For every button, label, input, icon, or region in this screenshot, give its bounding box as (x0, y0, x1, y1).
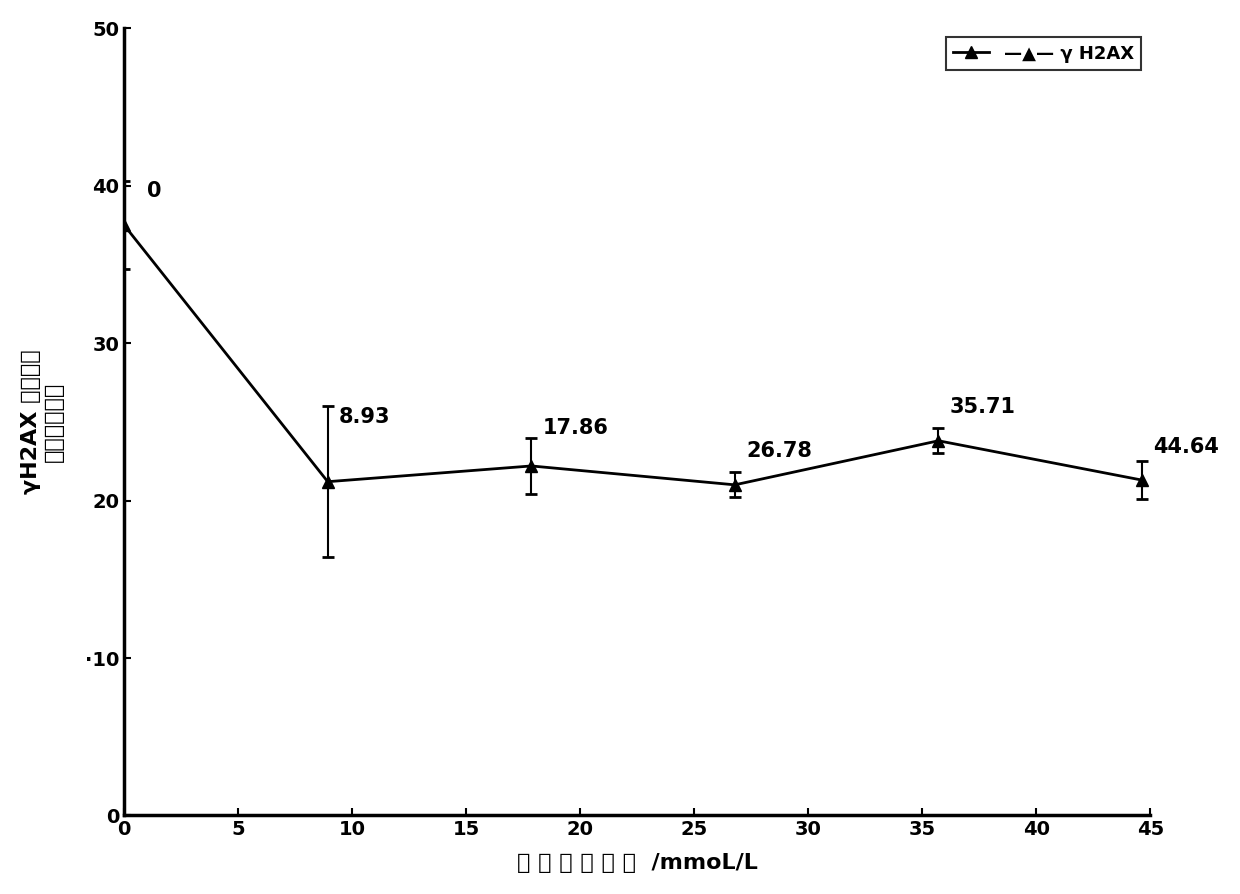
Text: 44.64: 44.64 (1153, 436, 1219, 457)
Text: 26.78: 26.78 (746, 442, 812, 461)
X-axis label: 一 氧 化 碳 浓 度  /mmoL/L: 一 氧 化 碳 浓 度 /mmoL/L (517, 853, 758, 873)
Text: 0: 0 (146, 181, 161, 201)
Text: 17.86: 17.86 (543, 417, 609, 438)
Y-axis label: γH2AX 荷光强度
（任意单位）: γH2AX 荷光强度 （任意单位） (21, 350, 64, 494)
Text: 8.93: 8.93 (340, 407, 391, 426)
Text: 35.71: 35.71 (950, 397, 1016, 417)
Legend: —▲— γ H2AX: —▲— γ H2AX (946, 38, 1141, 70)
